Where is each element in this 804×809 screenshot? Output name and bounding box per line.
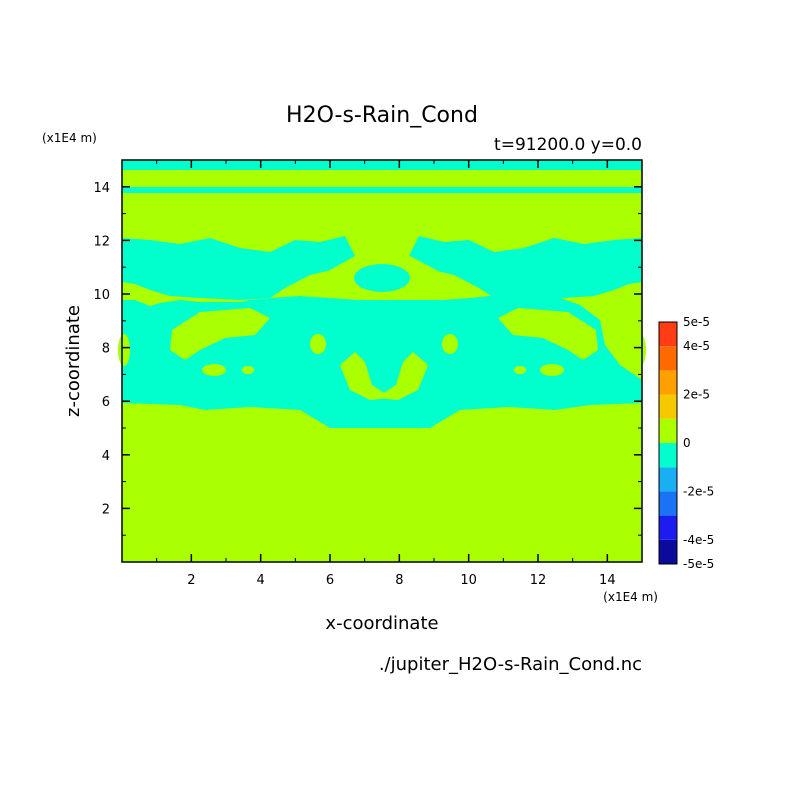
colorbar: 5e-5 4e-5 2e-5 0 -2e-5 -4e-5 -5e-5: [658, 315, 714, 571]
colorbar-label: -2e-5: [683, 484, 714, 498]
colorbar-swatch: [659, 539, 677, 564]
colorbar-swatch: [659, 322, 677, 347]
region-right-wing: [409, 236, 642, 300]
region-left-wing: [122, 236, 355, 300]
island-small-1: [202, 364, 226, 376]
y-tick-label: 12: [93, 234, 110, 249]
x-unit-label: (x1E4 m): [603, 590, 658, 604]
chart-title: H2O-s-Rain_Cond: [286, 103, 478, 128]
y-axis: 2 4 6 8 10 12 14: [93, 181, 642, 536]
colorbar-label: 4e-5: [683, 339, 710, 353]
y-tick-label: 6: [102, 395, 110, 410]
y-unit-label: (x1E4 m): [42, 131, 97, 145]
positive-islands: [118, 248, 646, 400]
island-small-2: [242, 366, 254, 374]
island-small-4: [442, 334, 458, 354]
x-tick-label: 10: [460, 573, 477, 588]
plot-frame: [121, 159, 643, 563]
colorbar-label: 0: [683, 436, 691, 450]
island-edge-left: [118, 334, 130, 366]
source-file-label: ./jupiter_H2O-s-Rain_Cond.nc: [379, 654, 642, 675]
island-center-hole: [354, 264, 410, 292]
plot-area: [118, 159, 646, 563]
region-top-band: [122, 160, 642, 170]
colorbar-swatch: [659, 394, 677, 419]
colorbar-swatch: [659, 467, 677, 492]
x-tick-label: 14: [599, 573, 616, 588]
colorbar-label: 2e-5: [683, 388, 710, 402]
region-z14-line: [122, 187, 642, 193]
x-tick-label: 4: [257, 573, 265, 588]
x-tick-label: 8: [395, 573, 403, 588]
y-tick-label: 10: [93, 288, 110, 303]
island-center-right: [376, 352, 428, 400]
x-tick-label: 2: [187, 573, 195, 588]
y-tick-label: 8: [102, 342, 110, 357]
x-tick-label: 6: [326, 573, 334, 588]
y-tick-label: 2: [102, 502, 110, 517]
colorbar-label: -4e-5: [683, 533, 714, 547]
colorbar-frame: [658, 321, 678, 565]
island-small-3: [310, 334, 326, 354]
colorbar-swatch: [659, 370, 677, 395]
island-small-5: [514, 366, 526, 374]
colorbar-label: -5e-5: [683, 557, 714, 571]
island-small-6: [540, 364, 564, 376]
colorbar-swatch: [659, 515, 677, 540]
x-axis-label: x-coordinate: [325, 613, 438, 634]
island-left-blob: [170, 308, 270, 360]
colorbar-swatch: [659, 491, 677, 516]
island-center-left: [340, 352, 392, 400]
y-tick-label: 14: [93, 181, 110, 196]
chart-subtitle: t=91200.0 y=0.0: [494, 135, 642, 155]
colorbar-swatch: [659, 418, 677, 443]
colorbar-swatch: [659, 346, 677, 371]
island-right-blob: [498, 308, 598, 360]
island-edge-right: [634, 334, 646, 366]
colorbar-label: 5e-5: [683, 315, 710, 329]
x-tick-label: 12: [530, 573, 547, 588]
y-tick-label: 4: [102, 449, 110, 464]
colorbar-swatch: [659, 443, 677, 468]
x-axis: 2 4 6 8 10 12 14: [156, 160, 616, 588]
y-axis-label: z-coordinate: [63, 305, 84, 417]
